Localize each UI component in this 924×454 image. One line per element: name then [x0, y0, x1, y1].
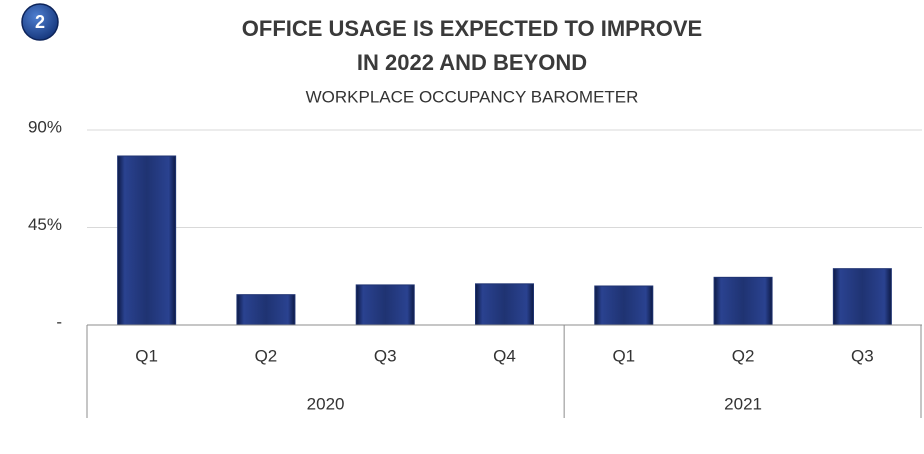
x-tick-label: Q1 [135, 346, 158, 365]
y-tick-label: 90% [28, 117, 62, 136]
group-label: 2020 [307, 394, 345, 413]
bar [117, 155, 177, 326]
x-tick-label: Q1 [612, 346, 635, 365]
chart-subtitle: WORKPLACE OCCUPANCY BAROMETER [306, 87, 639, 106]
bar [236, 294, 296, 326]
x-tick-label: Q3 [374, 346, 397, 365]
chart-title: IN 2022 AND BEYOND [357, 50, 587, 75]
badge-number: 2 [35, 12, 45, 32]
badge [21, 3, 59, 41]
x-tick-label: Q2 [732, 346, 755, 365]
y-tick-label: - [56, 312, 62, 331]
x-tick-label: Q3 [851, 346, 874, 365]
x-tick-label: Q2 [255, 346, 278, 365]
bar [832, 268, 892, 326]
bar [355, 284, 415, 326]
bar [594, 285, 654, 326]
y-tick-label: 45% [28, 215, 62, 234]
bar [475, 283, 534, 326]
chart-title: OFFICE USAGE IS EXPECTED TO IMPROVE [242, 16, 702, 41]
bar [713, 276, 773, 326]
group-label: 2021 [724, 394, 762, 413]
x-tick-label: Q4 [493, 346, 516, 365]
